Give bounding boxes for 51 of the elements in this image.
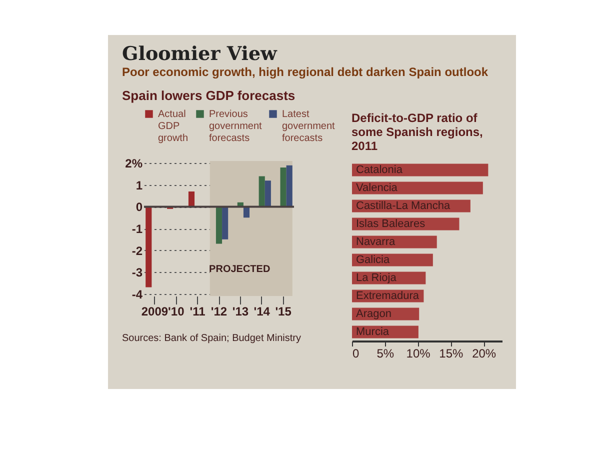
x-tick-label: '13 [232,304,249,318]
category-label: Galicia [356,254,390,266]
category-label: Murcia [356,326,390,338]
bar [243,206,250,218]
category-label: Castilla-La Mancha [356,200,450,212]
y-tick-label: 1 [136,178,143,192]
legend-label: Latest government forecasts [282,109,336,144]
bar [258,176,265,207]
legend-label: Previous government forecasts [209,109,262,144]
x-tick-label: 5% [376,346,394,360]
category-label: Catalonia [356,164,402,176]
x-tick-label: '12 [210,304,228,318]
x-tick-label: '10 [168,304,185,318]
chart-title: Gloomier View [122,43,278,65]
legend-label: Actual GDP growth [158,109,188,144]
bar [264,180,271,207]
bar [352,164,488,176]
category-label: Valencia [356,182,398,194]
bar [222,206,228,240]
bar [286,165,292,207]
y-tick-label: 0 [136,200,143,214]
x-tick-label: 2009 [141,304,168,318]
source-note: Sources: Bank of Spain; Budget Ministry [122,333,301,344]
bar [146,206,152,288]
band-label: PROJECTED [209,264,270,275]
chart-subtitle: Poor economic growth, high regional debt darken Spain outlook [122,65,488,79]
category-label: Extremadura [356,290,419,302]
category-label: Navarra [356,236,396,248]
category-label: Aragon [356,308,392,320]
y-tick-label: -3 [132,266,143,280]
y-tick-label: 2% [125,156,143,171]
bar [188,191,195,207]
chart-title: Deficit-to-GDP ratio of some Spanish regions, 2011 [352,111,483,153]
text: Spain lowers GDP forecasts [122,88,296,103]
category-label: La Rioja [356,272,396,284]
x-tick-label: '14 [254,304,270,318]
x-tick-label: '11 [190,304,206,318]
bar [280,168,286,207]
y-tick-label: -4 [132,287,143,302]
x-tick-label: 10% [406,346,431,360]
x-tick-label: '15 [275,304,292,318]
bar [352,254,433,266]
y-tick-label: -2 [132,244,143,258]
x-tick-label: 0 [352,346,360,360]
bar [352,182,483,194]
y-tick-label: -1 [132,222,143,236]
category-label: Islas Baleares [356,218,426,230]
bar [352,236,437,248]
bar [216,206,222,244]
x-tick-label: 15% [439,346,464,360]
x-tick-label: 20% [472,346,496,360]
